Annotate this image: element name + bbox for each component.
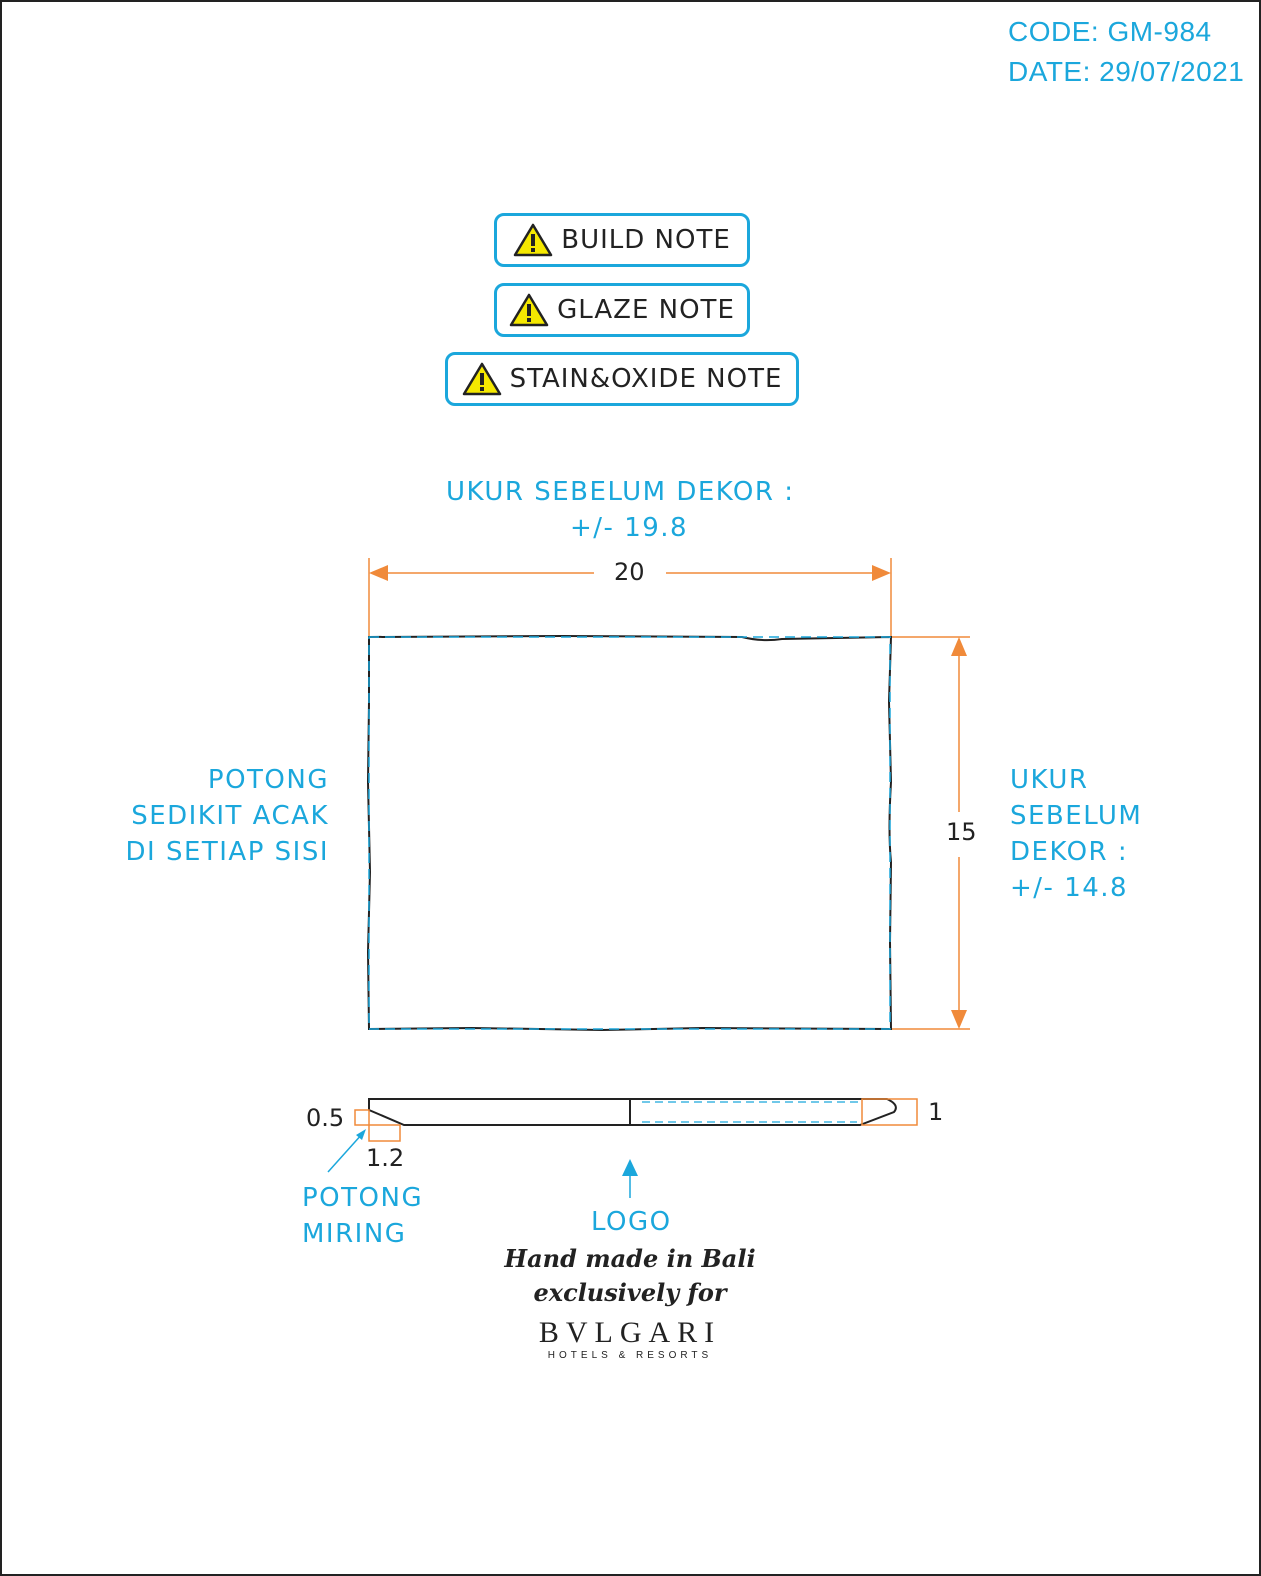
width-label: 20 [614, 558, 645, 586]
bevel-note-line2: MIRING [302, 1219, 407, 1249]
build-note-button[interactable]: BUILD NOTE [494, 213, 750, 267]
height-label: 15 [946, 818, 977, 846]
height-before-decor-line1: UKUR [1010, 765, 1089, 795]
date-label: DATE: 29/07/2021 [1008, 56, 1245, 87]
warning-icon [462, 362, 501, 396]
stamp-line1: Hand made in Bali [504, 1244, 756, 1273]
brand-logo: BVLGARI [538, 1316, 722, 1349]
code-label: CODE: GM-984 [1008, 16, 1212, 47]
height-before-decor-line3: DEKOR : [1010, 837, 1129, 867]
glaze-note-button[interactable]: GLAZE NOTE [494, 283, 750, 337]
height-before-decor-value: +/- 14.8 [1010, 873, 1129, 903]
build-note-label: BUILD NOTE [561, 225, 731, 255]
cut-note-line1: POTONG [207, 765, 329, 795]
cut-note-line3: DI SETIAP SISI [125, 837, 329, 867]
warning-icon [513, 223, 553, 257]
stain-oxide-note-button[interactable]: STAIN&OXIDE NOTE [445, 352, 799, 406]
bevel-note-line1: POTONG [302, 1183, 424, 1213]
width-before-decor-value: +/- 19.8 [570, 513, 689, 543]
stain-oxide-note-label: STAIN&OXIDE NOTE [509, 364, 783, 394]
stamp-line2: exclusively for [533, 1278, 727, 1307]
height-before-decor-line2: SEBELUM [1010, 801, 1143, 831]
side-view [327, 1098, 918, 1198]
plate-outline [366, 634, 893, 1032]
warning-icon [509, 293, 549, 327]
plate-guide [368, 636, 891, 1030]
cut-note-line2: SEDIKIT ACAK [131, 801, 329, 831]
width-dimension [368, 558, 892, 638]
edge-thickness-label: 0.5 [306, 1104, 345, 1132]
bevel-length-label: 1.2 [366, 1144, 405, 1172]
width-before-decor-title: UKUR SEBELUM DEKOR : [446, 477, 795, 507]
thickness-label: 1 [928, 1098, 944, 1126]
glaze-note-label: GLAZE NOTE [557, 295, 735, 325]
height-dimension [891, 636, 970, 1030]
brand-subtitle: HOTELS & RESORTS [547, 1350, 713, 1361]
logo-label: LOGO [591, 1207, 672, 1237]
